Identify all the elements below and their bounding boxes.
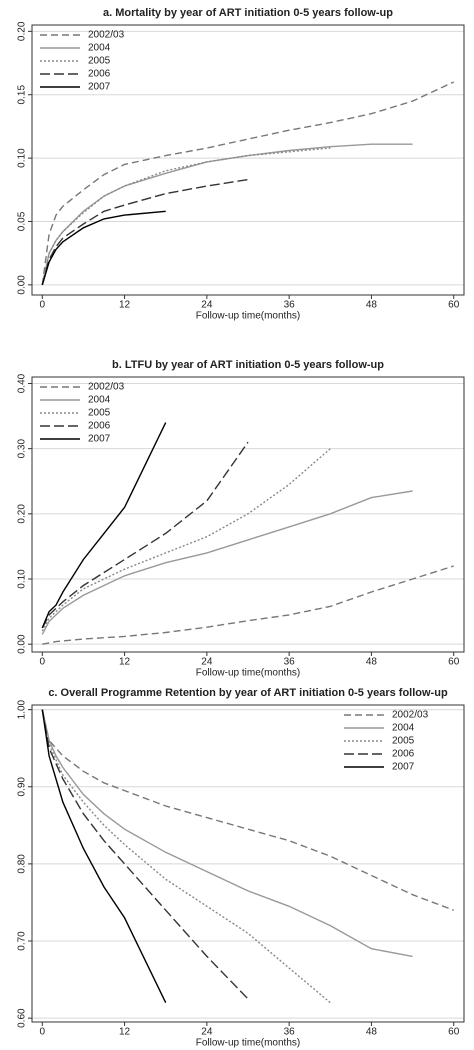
y-tick-label: 0.05 [17, 211, 28, 231]
x-tick-label: 60 [448, 300, 460, 311]
x-axis-label: Follow-up time(months) [196, 1038, 300, 1049]
x-tick-label: 48 [366, 657, 378, 668]
x-tick-label: 24 [201, 300, 213, 311]
legend-label: 2005 [88, 408, 111, 419]
legend-label: 2006 [392, 749, 415, 760]
x-tick-label: 0 [40, 1027, 46, 1038]
legend-label: 2007 [392, 762, 415, 773]
legend-label: 2006 [88, 69, 111, 80]
series-line [41, 178, 249, 286]
y-tick-label: 0.60 [17, 1008, 28, 1028]
x-tick-label: 0 [40, 300, 46, 311]
y-tick-label: 0.10 [17, 148, 28, 168]
y-tick-label: 0.00 [17, 275, 28, 295]
x-tick-label: 24 [201, 657, 213, 668]
x-tick-label: 60 [448, 657, 460, 668]
series-line [41, 143, 413, 286]
series-line [41, 709, 413, 958]
x-tick-label: 12 [119, 657, 131, 668]
y-tick-label: 0.20 [17, 21, 28, 41]
plot-frame [31, 704, 465, 1023]
legend-label: 2004 [392, 723, 415, 734]
y-tick-label: 0.15 [17, 85, 28, 105]
chart-title: a. Mortality by year of ART initiation 0… [103, 7, 393, 19]
series-line [41, 709, 167, 1004]
chart-title: b. LTFU by year of ART initiation 0-5 ye… [112, 359, 384, 371]
series-line [41, 422, 167, 629]
legend-label: 2007 [88, 434, 111, 445]
legend-label: 2007 [88, 82, 111, 93]
y-tick-label: 0.40 [17, 373, 28, 393]
legend-label: 2005 [392, 736, 415, 747]
series-line [42, 565, 454, 645]
x-tick-label: 48 [366, 300, 378, 311]
series-line [41, 147, 331, 286]
chart-title: c. Overall Programme Retention by year o… [48, 687, 448, 699]
x-tick-label: 36 [284, 1027, 296, 1038]
x-tick-label: 24 [201, 1027, 213, 1038]
legend-label: 2002/03 [88, 382, 125, 393]
x-tick-label: 36 [284, 657, 296, 668]
y-tick-label: 0.10 [17, 569, 28, 589]
legend-label: 2002/03 [392, 710, 429, 721]
y-tick-label: 0.70 [17, 931, 28, 951]
y-tick-label: 0.00 [17, 634, 28, 654]
y-tick-label: 1.00 [17, 699, 28, 719]
series-line [41, 81, 454, 285]
y-tick-label: 0.90 [17, 777, 28, 797]
x-tick-label: 36 [284, 300, 296, 311]
legend-label: 2004 [88, 395, 111, 406]
x-axis-label: Follow-up time(months) [196, 668, 300, 679]
x-tick-label: 12 [119, 300, 131, 311]
x-tick-label: 12 [119, 1027, 131, 1038]
series-line [41, 441, 249, 629]
series-line [41, 448, 331, 632]
legend-label: 2004 [88, 43, 111, 54]
x-tick-label: 0 [40, 657, 46, 668]
series-line [41, 210, 166, 286]
x-tick-label: 48 [366, 1027, 378, 1038]
x-axis-label: Follow-up time(months) [196, 311, 300, 322]
legend-label: 2005 [88, 56, 111, 67]
legend-label: 2006 [88, 421, 111, 432]
series-line [41, 709, 454, 911]
y-tick-label: 0.20 [17, 504, 28, 524]
y-tick-label: 0.30 [17, 439, 28, 459]
series-line [41, 709, 249, 1000]
plot-frame [31, 376, 465, 653]
legend-label: 2002/03 [88, 30, 125, 41]
series-line [41, 490, 413, 635]
series-line [41, 709, 331, 1004]
x-tick-label: 60 [448, 1027, 460, 1038]
y-tick-label: 0.80 [17, 854, 28, 874]
plot-frame [31, 24, 465, 296]
